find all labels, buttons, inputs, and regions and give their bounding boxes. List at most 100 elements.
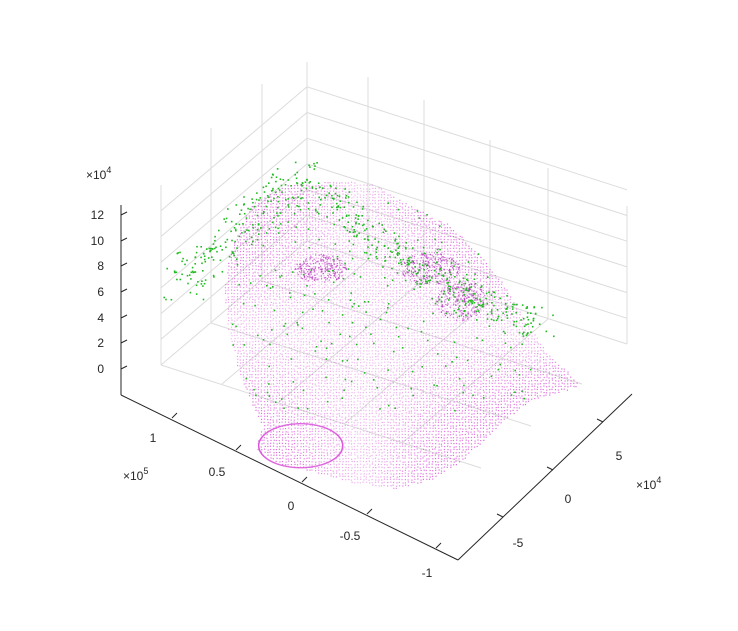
mesh-point bbox=[488, 355, 490, 357]
mesh-point bbox=[299, 313, 301, 315]
mesh-point bbox=[405, 301, 407, 303]
mesh-point bbox=[287, 284, 289, 286]
mesh-point bbox=[423, 359, 425, 361]
mesh-point bbox=[434, 314, 437, 316]
mesh-point bbox=[344, 313, 346, 315]
mesh-point bbox=[344, 320, 346, 322]
mesh-point bbox=[384, 250, 386, 253]
mesh-point bbox=[411, 311, 413, 313]
mesh-point bbox=[347, 283, 350, 285]
mesh-point bbox=[336, 355, 338, 357]
mesh-point bbox=[363, 197, 365, 199]
mesh-point bbox=[407, 290, 410, 292]
mesh-point bbox=[291, 202, 293, 204]
mesh-point bbox=[429, 320, 431, 322]
mesh-point bbox=[411, 292, 413, 295]
z-tick-mark bbox=[120, 339, 128, 344]
mesh-point bbox=[287, 229, 289, 231]
mesh-point bbox=[269, 193, 271, 196]
mesh-point bbox=[429, 349, 431, 351]
mesh-point bbox=[306, 323, 308, 325]
z-tick-mark bbox=[120, 314, 128, 319]
mesh-point bbox=[399, 334, 401, 336]
mesh-point bbox=[233, 346, 235, 348]
mesh-point bbox=[345, 266, 347, 268]
mesh-point bbox=[356, 229, 358, 232]
mesh-point bbox=[440, 238, 442, 240]
mesh-point bbox=[285, 278, 287, 280]
mesh-point bbox=[395, 286, 397, 289]
mesh-point bbox=[506, 305, 508, 307]
mesh-point bbox=[297, 347, 299, 349]
mesh-point bbox=[407, 311, 409, 313]
mesh-point bbox=[464, 256, 467, 258]
mesh-point bbox=[462, 302, 464, 304]
mesh-point bbox=[275, 194, 277, 196]
mesh-point bbox=[476, 284, 478, 286]
mesh-point bbox=[347, 211, 349, 213]
mesh-point bbox=[260, 199, 262, 201]
mesh-point bbox=[336, 277, 338, 280]
mesh-point bbox=[417, 212, 419, 214]
mesh-point bbox=[261, 343, 263, 345]
mesh-point bbox=[428, 302, 430, 304]
mesh-point bbox=[300, 322, 302, 324]
mesh-point bbox=[272, 328, 274, 330]
mesh-point bbox=[416, 355, 418, 357]
mesh-point bbox=[474, 346, 476, 348]
mesh-point bbox=[426, 289, 428, 291]
mesh-point bbox=[255, 284, 257, 286]
mesh-point bbox=[335, 289, 337, 291]
mesh-point bbox=[365, 256, 367, 258]
mesh-point bbox=[329, 187, 331, 189]
mesh-point bbox=[294, 320, 296, 322]
mesh-point bbox=[441, 359, 443, 361]
mesh-point bbox=[324, 290, 326, 292]
grid-line bbox=[160, 189, 308, 314]
mesh-point bbox=[447, 235, 449, 238]
mesh-point bbox=[393, 298, 395, 300]
mesh-point bbox=[408, 308, 410, 310]
mesh-point bbox=[261, 361, 263, 364]
mesh-point bbox=[474, 343, 476, 346]
mesh-point bbox=[324, 185, 326, 187]
mesh-point bbox=[243, 326, 245, 328]
mesh-point bbox=[476, 344, 479, 346]
mesh-point bbox=[288, 272, 290, 274]
mesh-point bbox=[356, 310, 358, 312]
mesh-point bbox=[401, 326, 403, 328]
mesh-point bbox=[512, 313, 514, 315]
mesh-point bbox=[329, 295, 331, 297]
mesh-point bbox=[395, 272, 397, 274]
mesh-point bbox=[395, 298, 397, 300]
mesh-point bbox=[485, 263, 487, 265]
mesh-point bbox=[488, 296, 490, 298]
mesh-point bbox=[306, 349, 308, 351]
mesh-point bbox=[467, 347, 469, 349]
mesh-point bbox=[311, 212, 313, 214]
mesh-point bbox=[440, 226, 443, 228]
mesh-point bbox=[383, 220, 385, 222]
mesh-point bbox=[341, 223, 343, 225]
mesh-point bbox=[329, 190, 331, 192]
mesh-point bbox=[242, 340, 244, 342]
mesh-point bbox=[281, 263, 283, 265]
mesh-point bbox=[225, 299, 227, 301]
mesh-point bbox=[279, 298, 281, 300]
mesh-point bbox=[326, 346, 328, 348]
mesh-point bbox=[362, 311, 365, 313]
mesh-point bbox=[395, 304, 397, 306]
mesh-point bbox=[360, 302, 362, 304]
mesh-point bbox=[329, 238, 331, 240]
mesh-point bbox=[456, 349, 458, 351]
mesh-point bbox=[519, 325, 521, 328]
mesh-point bbox=[275, 338, 277, 340]
mesh-point bbox=[501, 296, 503, 298]
mesh-point bbox=[290, 347, 292, 349]
mesh-point bbox=[240, 266, 242, 268]
mesh-point bbox=[378, 193, 380, 195]
mesh-point bbox=[321, 260, 323, 262]
mesh-point bbox=[317, 320, 319, 322]
mesh-point bbox=[458, 338, 460, 340]
mesh-point bbox=[369, 203, 371, 205]
